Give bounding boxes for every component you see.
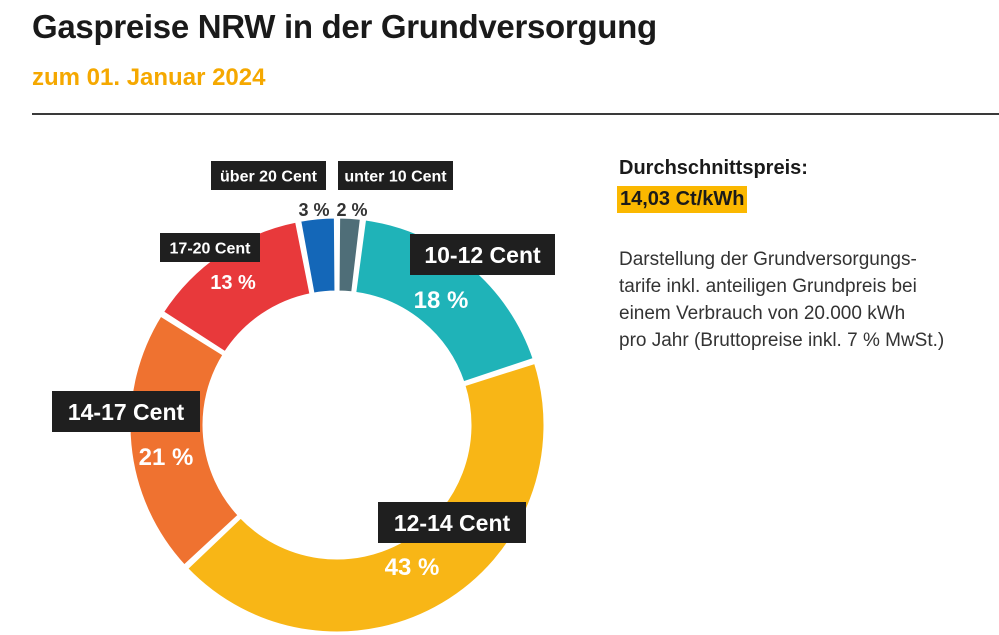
slice-category-label-2: 12-14 Cent: [394, 510, 511, 536]
slice-category-label-3: 14-17 Cent: [68, 399, 185, 425]
donut-slice-0: [336, 215, 364, 295]
slice-percent-label-3: 21 %: [139, 444, 194, 471]
slice-percent-label-2: 43 %: [385, 554, 440, 581]
chart-description: Darstellung der Grundversorgungs- tarife…: [619, 246, 944, 354]
slice-category-label-5: über 20 Cent: [220, 168, 318, 185]
slice-category-label-4: 17-20 Cent: [170, 240, 252, 257]
slice-label-box-0: [338, 161, 453, 190]
slice-label-box-1: [410, 234, 555, 275]
donut-slice-2: [184, 360, 547, 635]
slice-label-box-2: [378, 502, 526, 543]
donut-chart: unter 10 Cent 2 % 10-12 Cent 18 % 12-14 Cent…: [52, 161, 555, 635]
description-line: einem Verbrauch von 20.000 kWh: [619, 303, 906, 324]
slice-percent-label-0: 2 %: [336, 200, 367, 220]
description-line: pro Jahr (Bruttopreise inkl. 7 % MwSt.): [619, 330, 945, 351]
slice-label-box-4: [160, 233, 260, 262]
donut-slice-5: [297, 215, 338, 296]
donut-slice-4: [160, 219, 313, 355]
average-price-heading: Durchschnittspreis:: [619, 157, 808, 179]
description-line: Darstellung der Grundversorgungs-: [619, 249, 917, 270]
average-price-value: 14,03 Ct/kWh: [617, 186, 748, 213]
chart-title: Gaspreise NRW in der Grundversorgung: [32, 8, 657, 45]
slice-label-box-3: [52, 391, 200, 432]
slice-category-label-0: unter 10 Cent: [344, 168, 447, 185]
slice-percent-label-4: 13 %: [210, 272, 256, 294]
description-line: tarife inkl. anteiligen Grundpreis bei: [619, 276, 917, 297]
chart-subtitle: zum 01. Januar 2024: [32, 64, 266, 91]
slice-category-label-1: 10-12 Cent: [424, 242, 541, 268]
header-divider: [32, 113, 999, 115]
slice-label-box-5: [211, 161, 326, 190]
slice-percent-label-1: 18 %: [414, 287, 469, 314]
donut-slice-3: [127, 312, 242, 569]
slice-percent-label-5: 3 %: [298, 200, 329, 220]
